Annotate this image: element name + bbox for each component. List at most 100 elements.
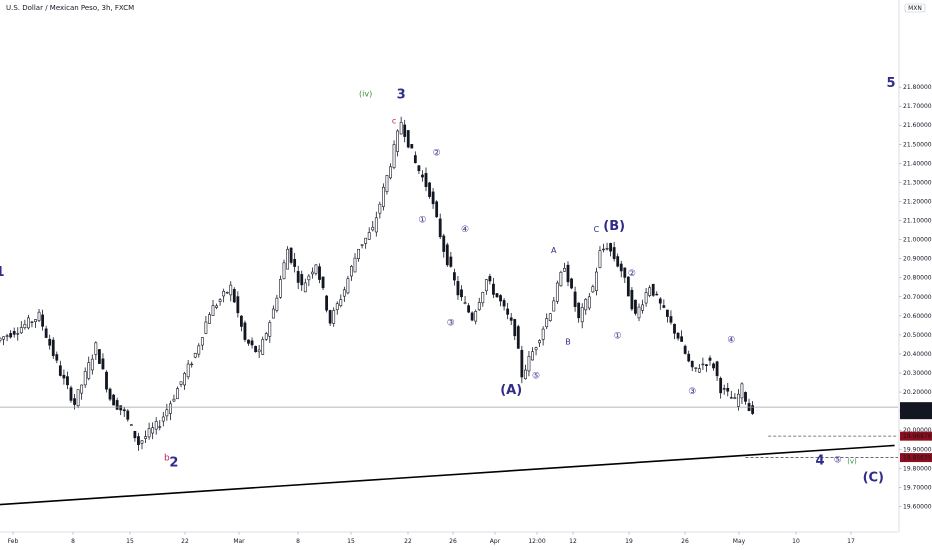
candle-body <box>651 283 655 296</box>
price-tick-label: 20.00000 <box>903 427 932 434</box>
candle-body <box>662 305 666 308</box>
candle-body <box>641 304 644 311</box>
candle-body <box>726 387 730 392</box>
current-price-tag <box>900 402 932 420</box>
candle-body <box>492 283 495 295</box>
candle-body <box>612 247 616 259</box>
time-tick-label: Feb <box>8 538 19 545</box>
candle-body <box>410 144 414 149</box>
candle-body <box>2 336 5 340</box>
candle-body <box>179 381 183 385</box>
price-tick-label: 21.60000 <box>903 122 932 129</box>
wave-label: (A) <box>500 383 522 398</box>
wave-label: B <box>565 337 571 346</box>
candle-body <box>119 405 123 411</box>
candle-body <box>19 327 23 334</box>
candle-body <box>555 282 559 302</box>
candle-body <box>66 376 69 386</box>
candle-body <box>225 291 229 294</box>
wave-label: ② <box>433 149 441 159</box>
candle-body <box>680 336 684 342</box>
candle-body <box>527 356 531 372</box>
candle-body <box>712 363 715 369</box>
candle-body <box>197 345 201 355</box>
candle-body <box>584 299 588 311</box>
candle-body <box>137 436 140 446</box>
candle-body <box>321 276 325 289</box>
candle-body <box>44 328 48 338</box>
time-tick-label: 8 <box>71 538 75 545</box>
wave-label: C <box>594 225 600 234</box>
trendline <box>0 444 895 506</box>
candle-body <box>449 256 453 267</box>
candle-body <box>421 174 424 178</box>
candle-body <box>250 340 254 346</box>
candle-body <box>80 384 84 394</box>
candle-body <box>310 271 314 275</box>
candle-body <box>41 314 45 327</box>
candle-body <box>218 299 222 302</box>
candle-body <box>62 374 66 379</box>
price-tick-label: 20.20000 <box>903 389 932 396</box>
time-tick-label: 12:00 <box>528 538 545 545</box>
price-axis: MXN 21.80000 21.70000 21.60000 21.50000 21.40… <box>898 0 932 550</box>
candle-body <box>541 328 545 340</box>
candle-body <box>406 130 410 148</box>
time-axis: Feb 8 15 22 Mar 8 15 22 26 Apr 12:00 12 19 26 May 10 17 <box>0 531 898 545</box>
time-tick-label: 15 <box>347 538 355 545</box>
candle-body <box>296 271 300 283</box>
price-tick-label: 21.20000 <box>903 198 932 205</box>
candle-body <box>733 397 737 399</box>
candle-body <box>516 326 520 349</box>
candle-body <box>591 286 595 293</box>
candle-body <box>332 310 336 324</box>
candle-body <box>424 173 428 187</box>
candle-body <box>108 388 112 400</box>
candle-body <box>12 331 16 335</box>
candle-body <box>282 262 286 280</box>
candle-body <box>531 351 534 361</box>
candle-body <box>467 305 471 313</box>
candle-body <box>314 264 318 274</box>
candle-body <box>133 430 137 439</box>
candle-body <box>37 311 41 321</box>
candle-body <box>229 284 233 296</box>
candle-body <box>371 226 375 231</box>
candle-body <box>396 130 400 152</box>
candle-body <box>626 276 630 297</box>
wave-label: A <box>551 246 557 255</box>
candle-body <box>477 302 481 311</box>
candle-body <box>428 182 431 197</box>
candle-body <box>594 271 598 291</box>
scale-button[interactable] <box>904 3 926 13</box>
candle-body <box>58 365 62 376</box>
current-price-label: 20.12090 <box>903 404 932 411</box>
candle-body <box>506 308 510 315</box>
candle-body <box>87 362 91 379</box>
candle-body <box>154 421 158 430</box>
candle-body <box>648 287 652 296</box>
candle-body <box>729 397 733 399</box>
wave-label: 2 <box>169 455 178 470</box>
wave-label: ③ <box>688 387 696 397</box>
candle-body <box>5 335 9 337</box>
candle-body <box>48 338 52 346</box>
candle-body <box>736 393 740 407</box>
candle-body <box>719 377 723 394</box>
candle-body <box>481 292 485 304</box>
time-tick-label: 26 <box>449 538 457 545</box>
candle-body <box>538 340 542 344</box>
level-tag <box>900 453 932 463</box>
price-tick-label: 21.80000 <box>903 84 932 91</box>
candle-body <box>26 317 30 329</box>
candle-body <box>697 368 701 373</box>
time-tick-label: 22 <box>404 538 412 545</box>
candle-body <box>378 203 382 214</box>
wave-label: (iv) <box>359 90 372 99</box>
candle-body <box>616 256 620 267</box>
candle-body <box>602 248 605 251</box>
candle-body <box>279 279 282 298</box>
candle-body <box>158 426 162 428</box>
candle-body <box>261 339 265 355</box>
